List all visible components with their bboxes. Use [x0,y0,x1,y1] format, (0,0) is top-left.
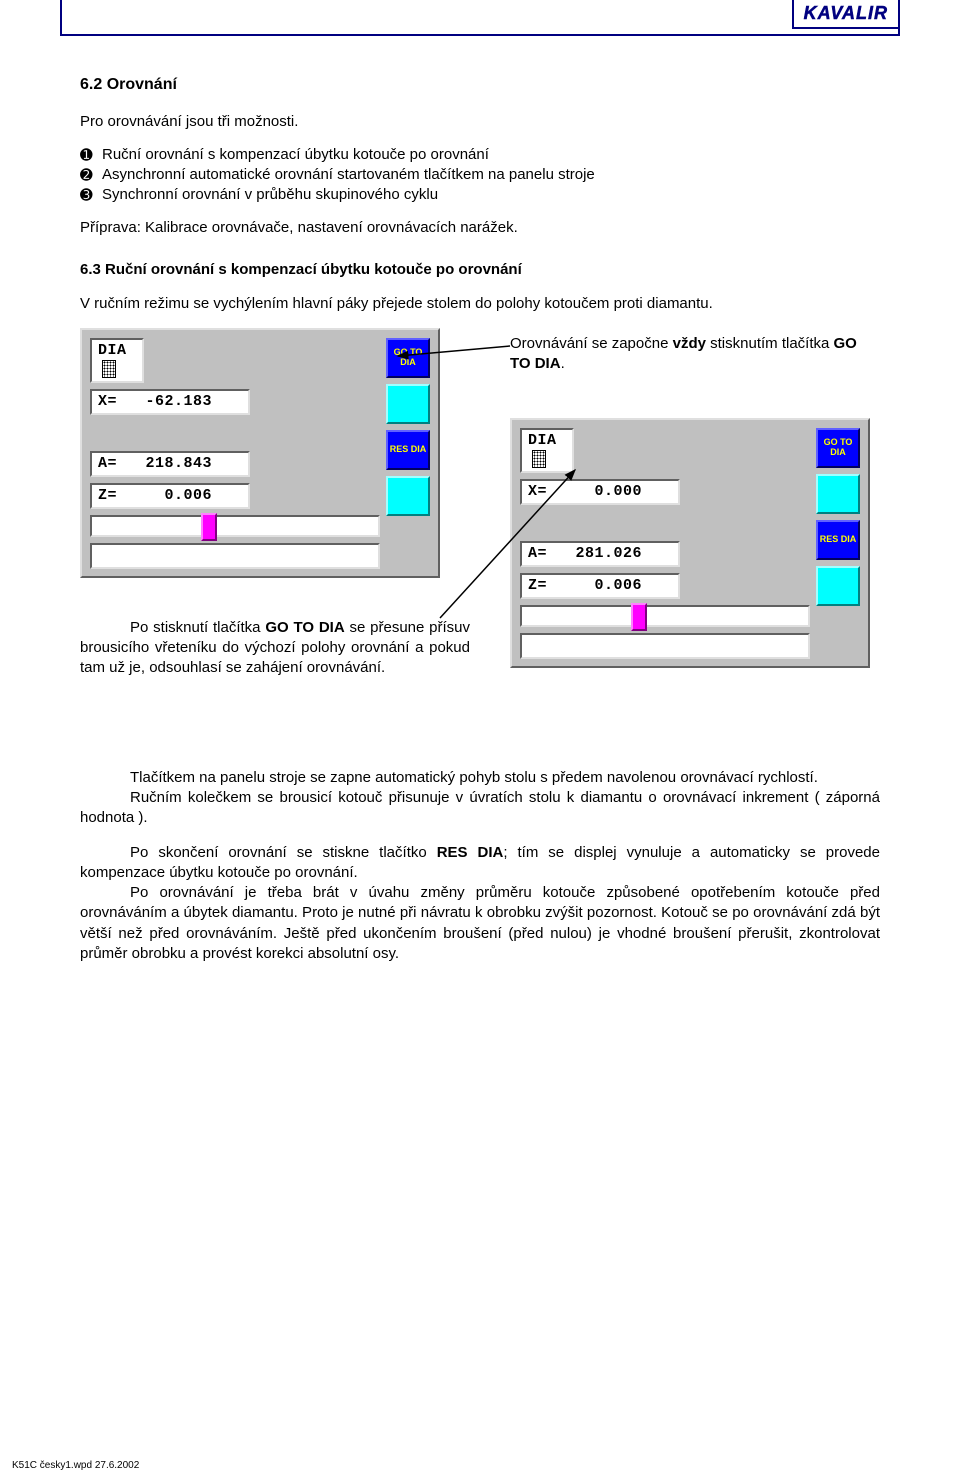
a-readout: A= 281.026 [520,541,680,567]
x-readout: X= -62.183 [90,389,250,415]
section-6-3-intro: V ručním režimu se vychýlením hlavní pák… [80,294,880,314]
goto-dia-button[interactable]: GO TO DIA [816,428,860,468]
dia-label: DIA [520,428,574,473]
list-number-icon: ➌ [80,186,102,204]
caption-goto-dia-result: Po stisknutí tlačítka GO TO DIA se přesu… [80,618,470,679]
slider-handle[interactable] [201,513,217,541]
res-dia-button[interactable]: RES DIA [816,520,860,560]
goto-dia-button[interactable]: GO TO DIA [386,338,430,378]
blank-button[interactable] [816,474,860,514]
figure-area: DIA X= -62.183 A= 218.843 Z= 0.006 [80,328,880,748]
body-p2: Ručním kolečkem se brousicí kotouč přisu… [80,788,880,829]
section-6-2-title: 6.2 Orovnání [80,76,880,94]
dia-label: DIA [90,338,144,383]
header-bar: KAVALIR [60,0,900,36]
dotted-icon [102,360,116,378]
enumerated-list: ➊ Ruční orovnání s kompenzací úbytku kot… [80,146,880,204]
list-item: ➌ Synchronní orovnání v průběhu skupinov… [80,186,880,204]
slider-handle[interactable] [631,603,647,631]
a-readout: A= 218.843 [90,451,250,477]
x-readout: X= 0.000 [520,479,680,505]
body-p1: Tlačítkem na panelu stroje se zapne auto… [80,768,880,788]
cnc-panel-after: DIA X= 0.000 A= 281.026 Z= 0.006 [510,418,870,668]
list-text: Synchronní orovnání v průběhu skupinovéh… [102,186,880,204]
body-p4: Po orovnávání je třeba brát v úvahu změn… [80,883,880,964]
cnc-panel-before: DIA X= -62.183 A= 218.843 Z= 0.006 [80,328,440,578]
list-number-icon: ➊ [80,146,102,164]
dotted-icon [532,450,546,468]
slider-track[interactable] [90,515,380,537]
blank-button[interactable] [816,566,860,606]
slider-track[interactable] [520,605,810,627]
page-content: 6.2 Orovnání Pro orovnávání jsou tři mož… [0,76,960,964]
res-dia-button[interactable]: RES DIA [386,430,430,470]
status-readout [90,543,380,569]
body-p3: Po skončení orovnání se stiskne tlačítko… [80,843,880,884]
section-6-2-intro: Pro orovnávání jsou tři možnosti. [80,112,880,132]
list-text: Asynchronní automatické orovnání startov… [102,166,880,184]
section-6-3-title: 6.3 Ruční orovnání s kompenzací úbytku k… [80,261,880,278]
section-6-2-prep: Příprava: Kalibrace orovnávače, nastaven… [80,218,880,238]
list-item: ➋ Asynchronní automatické orovnání start… [80,166,880,184]
list-item: ➊ Ruční orovnání s kompenzací úbytku kot… [80,146,880,164]
caption-goto-dia: Orovnávání se započne vždy stisknutím tl… [510,334,860,375]
z-readout: Z= 0.006 [90,483,250,509]
list-text: Ruční orovnání s kompenzací úbytku kotou… [102,146,880,164]
status-readout [520,633,810,659]
logo: KAVALIR [792,0,900,29]
footer: K51C česky1.wpd 27.6.2002 [12,1460,139,1471]
blank-button[interactable] [386,384,430,424]
z-readout: Z= 0.006 [520,573,680,599]
panel-buttons: GO TO DIA RES DIA [816,428,860,612]
blank-button[interactable] [386,476,430,516]
panel-buttons: GO TO DIA RES DIA [386,338,430,522]
list-number-icon: ➋ [80,166,102,184]
